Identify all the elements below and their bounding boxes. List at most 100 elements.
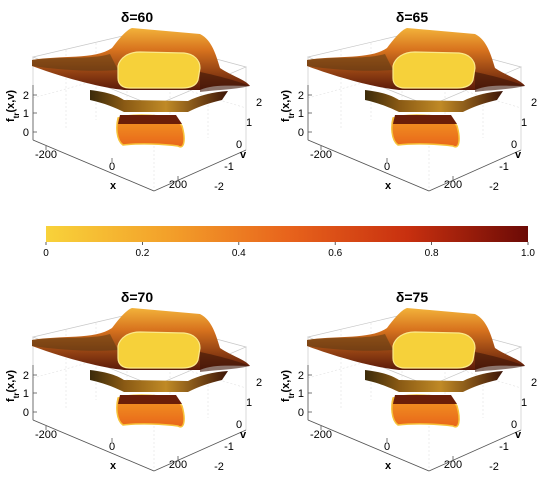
x-tick-label: -200 [310, 149, 332, 161]
v-axis-label: v [515, 149, 522, 161]
v-tick-label: -1 [499, 441, 509, 453]
v-tick-label: -1 [224, 161, 234, 173]
lower-surface-rim [118, 395, 182, 404]
lower-surface-rim [118, 115, 182, 124]
v-axis-label: v [240, 429, 247, 441]
v-tick-label: 0 [236, 419, 242, 431]
x-tick-label: 200 [169, 179, 187, 191]
x-axis [32, 419, 155, 472]
v-tick-label: 2 [531, 97, 537, 109]
x-axis-label: x [385, 460, 392, 472]
lower-surface-rim [393, 115, 457, 124]
z-tick-label: 2 [23, 90, 29, 102]
colorbar-gradient [46, 226, 528, 242]
upper-surface-left-wing [307, 334, 393, 351]
colorbar-tick-label: 0.8 [425, 248, 439, 259]
x-tick-label: 200 [444, 459, 462, 471]
z-tick-label: 1 [298, 388, 304, 400]
x-axis [307, 139, 430, 192]
z-axis-label: ftr(x,v) [280, 370, 296, 402]
v-tick-label: 2 [531, 377, 537, 389]
upper-surface-right-wing [475, 72, 525, 92]
z-axis-label: ftr(x,v) [280, 90, 296, 122]
v-axis [428, 149, 522, 192]
transition-sheet [90, 90, 228, 112]
z-axis-label: ftr(x,v) [5, 90, 21, 122]
v-tick-label: 0 [236, 139, 242, 151]
upper-plateau [392, 331, 476, 369]
x-axis-label: x [385, 180, 392, 192]
upper-surface-right-wing [475, 352, 525, 372]
x-tick-label: 0 [384, 161, 390, 173]
x-axis [307, 419, 430, 472]
panel-title: δ=75 [396, 289, 428, 305]
panel-title: δ=65 [396, 9, 428, 25]
x-tick-label: 0 [109, 161, 115, 173]
panel-title: δ=70 [121, 289, 153, 305]
z-tick-label: 0 [23, 127, 29, 139]
z-tick-label: 1 [23, 388, 29, 400]
x-tick-label: 0 [109, 441, 115, 453]
v-tick-label: 0 [511, 419, 517, 431]
x-tick-label: -200 [310, 429, 332, 441]
z-tick-label: 0 [23, 407, 29, 419]
colorbar-tick-label: 1.0 [521, 248, 535, 259]
panel-delta-70: δ=70 2 1 0 ftr(x,v) -200 0 200 x 2 1 0 -1 -2 v [0, 280, 275, 480]
upper-surface-left-wing [307, 54, 393, 71]
z-axis-label: ftr(x,v) [5, 370, 21, 402]
z-tick-label: 0 [298, 407, 304, 419]
transition-sheet [90, 370, 228, 392]
upper-plateau [117, 51, 201, 89]
x-tick-label: 0 [384, 441, 390, 453]
colorbar-tick-label: 0.4 [232, 248, 246, 259]
colorbar-tick-label: 0.6 [328, 248, 342, 259]
panel-delta-65: δ=65 2 1 0 ftr(x,v) -200 0 200 x 2 1 0 -1 -2 v [275, 0, 550, 200]
v-tick-label: -1 [499, 161, 509, 173]
colorbar-tick-label: 0.2 [135, 248, 149, 259]
colorbar-svg: 0 0.2 0.4 0.6 0.8 1.0 [43, 226, 535, 259]
z-tick-label: 2 [23, 370, 29, 382]
lower-surface-rim [393, 395, 457, 404]
v-axis [153, 149, 247, 192]
upper-surface-left-wing [32, 54, 118, 71]
upper-surface-right-wing [200, 352, 250, 372]
v-tick-label: 2 [256, 377, 262, 389]
v-tick-label: 1 [246, 117, 252, 129]
v-tick-label: 1 [521, 397, 527, 409]
colorbar-tick-label: 0 [43, 248, 49, 259]
x-tick-label: -200 [35, 149, 57, 161]
v-tick-label: -2 [214, 181, 224, 193]
z-tick-label: 2 [298, 90, 304, 102]
v-tick-label: -2 [214, 461, 224, 473]
upper-surface-right-wing [200, 72, 250, 92]
x-axis-label: x [110, 180, 117, 192]
v-tick-label: 1 [246, 397, 252, 409]
upper-surface-left-wing [32, 334, 118, 351]
z-tick-label: 1 [298, 108, 304, 120]
v-tick-label: -2 [489, 461, 499, 473]
v-tick-label: 2 [256, 97, 262, 109]
x-axis [32, 139, 155, 192]
v-axis [428, 429, 522, 472]
panel-delta-60: δ=60 2 1 0 ftr(x,v) -200 0 200 x 2 1 0 -1 -2 v [0, 0, 275, 200]
v-tick-label: -1 [224, 441, 234, 453]
transition-sheet [365, 90, 503, 112]
x-tick-label: 200 [444, 179, 462, 191]
x-tick-label: -200 [35, 429, 57, 441]
v-tick-label: -2 [489, 181, 499, 193]
x-tick-label: 200 [169, 459, 187, 471]
panel-delta-75: δ=75 2 1 0 ftr(x,v) -200 0 200 x 2 1 0 -1 -2 v [275, 280, 550, 480]
v-axis-label: v [240, 149, 247, 161]
upper-plateau [392, 51, 476, 89]
upper-plateau [117, 331, 201, 369]
z-tick-label: 1 [23, 108, 29, 120]
x-axis-label: x [110, 460, 117, 472]
v-axis [153, 429, 247, 472]
v-axis-label: v [515, 429, 522, 441]
panel-title: δ=60 [121, 9, 153, 25]
v-tick-label: 0 [511, 139, 517, 151]
